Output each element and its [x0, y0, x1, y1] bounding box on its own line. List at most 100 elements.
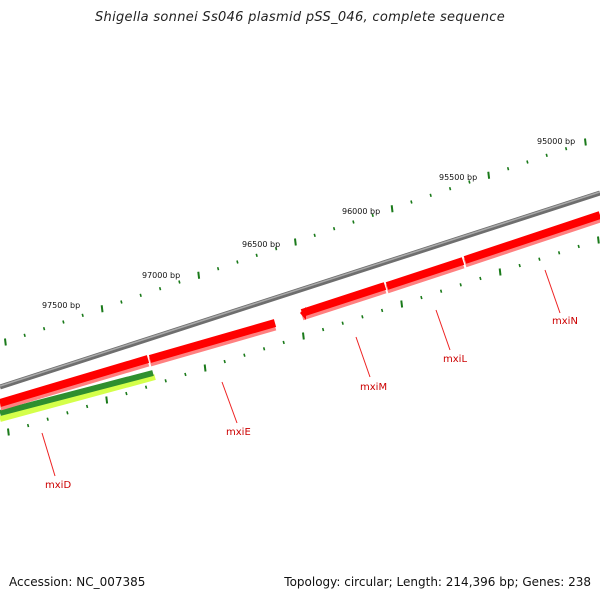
gene-label-mxiD[interactable]: mxiD — [45, 480, 71, 491]
outer-tick-3 — [62, 320, 65, 324]
inner-tick-6 — [125, 391, 128, 396]
gene-labels: mxiN mxiL mxiM mxiE mxiD — [41, 269, 578, 491]
inner-tick-18 — [361, 315, 364, 319]
scale-label-97500: 97500 bp — [42, 301, 80, 310]
outer-tick-ring — [4, 138, 587, 346]
inner-tick-11 — [223, 359, 226, 364]
label-line-mxiM — [355, 336, 371, 378]
gene-label-mxiE[interactable]: mxiE — [226, 427, 251, 438]
label-line-mxiE — [221, 381, 238, 424]
inner-tick-12 — [243, 353, 246, 357]
topology-summary: Topology: circular; Length: 214,396 bp; … — [284, 575, 591, 589]
outer-tick-20 — [390, 205, 394, 213]
outer-tick-7 — [139, 293, 142, 298]
inner-tick-25 — [498, 268, 502, 276]
inner-tick-9 — [184, 372, 187, 377]
inner-tick-20 — [400, 300, 404, 308]
label-line-mxiL — [435, 309, 451, 351]
outer-tick-25 — [487, 171, 491, 179]
outer-tick-13 — [255, 253, 258, 258]
inner-tick-7 — [144, 385, 148, 389]
scale-label-96500: 96500 bp — [242, 240, 280, 249]
inner-tick-29 — [577, 244, 580, 249]
outer-tick-11 — [216, 266, 220, 271]
inner-tick-0 — [7, 428, 10, 436]
inner-tick-2 — [46, 417, 49, 421]
outer-tick-18 — [352, 220, 355, 224]
scale-label-95500: 95500 bp — [439, 173, 477, 182]
inner-tick-19 — [380, 308, 384, 313]
inner-tick-23 — [459, 283, 462, 287]
outer-tick-29 — [564, 146, 568, 151]
outer-tick-24 — [468, 180, 471, 184]
map-title: Shigella sonnei Ss046 plasmid pSS_046, c… — [94, 10, 506, 25]
inner-tick-14 — [282, 340, 285, 345]
outer-tick-12 — [236, 260, 239, 264]
scale-label-96000: 96000 bp — [342, 207, 380, 216]
outer-tick-4 — [81, 313, 84, 318]
inner-tick-13 — [262, 347, 266, 351]
outer-tick-30 — [584, 138, 587, 146]
outer-tick-14 — [274, 246, 278, 251]
outer-tick-9 — [178, 280, 181, 284]
inner-tick-24 — [479, 276, 482, 281]
inner-tick-1 — [26, 423, 30, 428]
gene-label-mxiL[interactable]: mxiL — [443, 354, 467, 365]
inner-tick-16 — [321, 327, 325, 332]
gene-label-mxiN[interactable]: mxiN — [552, 316, 578, 327]
inner-tick-22 — [439, 289, 443, 293]
outer-tick-5 — [100, 305, 104, 313]
label-line-mxiD — [41, 432, 56, 477]
outer-tick-16 — [313, 233, 316, 238]
gene-mxiL-block[interactable] — [385, 257, 465, 294]
scale-labels: 95000 bp 95500 bp 96000 bp 96500 bp 9700… — [42, 137, 575, 310]
gene-mxiL-segment — [385, 257, 465, 290]
gene-mxiE-right-segment — [148, 319, 277, 363]
outer-tick-22 — [429, 193, 432, 198]
gene-mxiE-left-segment — [0, 355, 150, 407]
outer-tick-0 — [4, 338, 7, 346]
scale-label-97000: 97000 bp — [142, 271, 180, 280]
outer-tick-28 — [545, 153, 548, 158]
outer-tick-15 — [294, 238, 297, 246]
gene-mxiN-block[interactable] — [463, 211, 600, 268]
inner-tick-15 — [302, 332, 305, 340]
gene-mxiD-block[interactable] — [0, 370, 156, 422]
outer-tick-8 — [158, 286, 162, 291]
outer-tick-6 — [120, 300, 123, 304]
gene-mxiM-segment — [300, 282, 387, 317]
outer-tick-19 — [371, 213, 374, 218]
outer-tick-26 — [506, 166, 510, 171]
gene-mxiE-block[interactable] — [0, 319, 277, 411]
plasmid-backbone-highlight — [0, 191, 600, 387]
outer-tick-21 — [410, 200, 413, 204]
scale-label-95000: 95000 bp — [537, 137, 575, 146]
gene-label-mxiM[interactable]: mxiM — [360, 382, 387, 393]
gene-mxiN-segment — [463, 211, 600, 264]
outer-tick-17 — [332, 226, 336, 231]
inner-tick-4 — [85, 404, 89, 409]
gene-mxiD-light — [0, 374, 156, 422]
inner-tick-3 — [66, 411, 69, 415]
inner-tick-21 — [420, 295, 423, 300]
inner-tick-5 — [105, 396, 109, 404]
label-line-mxiN — [544, 269, 561, 314]
inner-tick-8 — [164, 379, 167, 383]
gene-mxiM-arrowhead — [300, 307, 306, 320]
inner-tick-27 — [538, 257, 541, 261]
outer-tick-27 — [526, 160, 529, 164]
inner-tick-30 — [597, 236, 600, 244]
plasmid-backbone — [0, 190, 600, 390]
outer-tick-10 — [197, 271, 201, 279]
gene-mxiM-block[interactable] — [300, 282, 387, 321]
outer-tick-2 — [42, 326, 46, 331]
inner-tick-10 — [203, 364, 207, 372]
accession-label: Accession: NC_007385 — [9, 575, 146, 589]
inner-tick-28 — [557, 251, 561, 255]
gene-mxiD-dark — [0, 370, 154, 416]
outer-tick-23 — [448, 186, 452, 191]
inner-tick-26 — [518, 263, 521, 268]
inner-tick-ring — [7, 236, 600, 436]
